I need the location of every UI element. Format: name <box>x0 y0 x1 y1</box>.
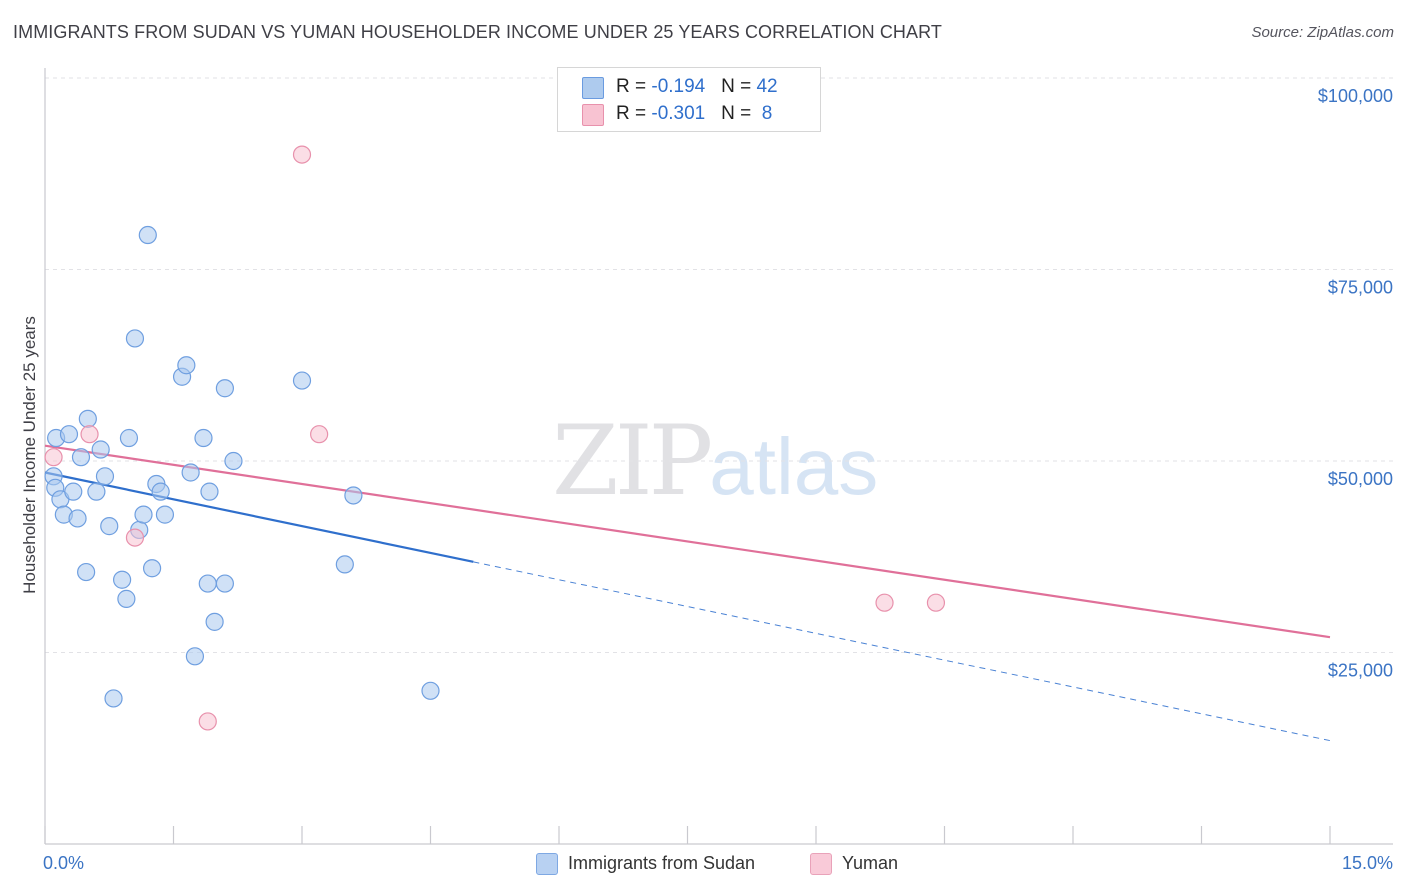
axis-labels: $25,000 $50,000 $75,000 $100,000 0.0% 15.0% Ho… <box>20 86 1393 873</box>
point-yuman <box>80 425 99 444</box>
source-label: Source: ZipAtlas.com <box>1251 24 1394 41</box>
legend-row-sudan: R = -0.194 N = 42 <box>582 73 778 101</box>
point-sudan <box>125 329 145 348</box>
trend-line-sudan-extension <box>473 561 1331 742</box>
bottom-legend-label-sudan: Immigrants from Sudan <box>568 853 756 873</box>
point-sudan <box>138 225 157 245</box>
legend-text-sudan: R = -0.194 N = 42 <box>616 76 778 98</box>
legend-swatch-sudan <box>582 77 604 99</box>
trend-line-yuman <box>44 444 1331 639</box>
data-points <box>44 145 946 731</box>
point-sudan <box>177 356 196 375</box>
bottom-legend-label-yuman: Yuman <box>842 853 899 873</box>
legend-text-yuman: R = -0.301 N = 8 <box>616 103 772 125</box>
legend-r-label: R = <box>616 76 652 97</box>
point-sudan <box>100 517 119 536</box>
y-tick-label: $75,000 <box>1328 278 1393 298</box>
axes <box>44 68 1393 845</box>
grid-lines <box>45 77 1393 653</box>
point-sudan <box>181 463 200 482</box>
point-yuman <box>44 448 63 467</box>
point-sudan <box>185 647 205 666</box>
legend-n-label: N = <box>721 103 757 124</box>
y-axis-label: Householder Income Under 25 years <box>20 316 39 594</box>
point-sudan <box>344 486 363 505</box>
point-yuman <box>292 145 312 164</box>
point-sudan <box>117 589 136 608</box>
point-sudan <box>87 482 106 501</box>
bottom-legend-swatch-sudan <box>536 853 558 875</box>
x-tick-label-max: 15.0% <box>1342 853 1393 873</box>
legend-n-label: N = <box>721 76 757 97</box>
point-sudan <box>112 570 132 589</box>
point-sudan <box>215 379 234 398</box>
legend-r-value: -0.301 <box>651 103 706 124</box>
trend-line-sudan <box>44 471 474 563</box>
watermark-atlas: atlas <box>709 422 879 511</box>
y-tick-label: $100,000 <box>1318 86 1393 106</box>
point-sudan <box>119 428 139 448</box>
trend-lines <box>44 444 1331 742</box>
point-sudan <box>78 409 97 428</box>
point-sudan <box>155 505 175 524</box>
legend-n-value: 42 <box>756 76 778 97</box>
point-sudan <box>142 559 162 578</box>
legend-row-yuman: R = -0.301 N = 8 <box>582 100 772 128</box>
point-sudan <box>104 689 123 708</box>
watermark: ZIPatlas <box>552 405 878 517</box>
point-yuman <box>926 593 946 612</box>
point-sudan <box>335 555 354 574</box>
point-sudan <box>151 482 170 501</box>
point-sudan <box>77 562 96 582</box>
point-sudan <box>198 574 217 593</box>
correlation-legend: R = -0.194 N = 42 R = -0.301 N = 8 <box>557 67 821 132</box>
point-yuman <box>310 425 329 444</box>
legend-swatch-yuman <box>582 104 604 126</box>
point-sudan <box>64 482 83 501</box>
x-tick-label-min: 0.0% <box>43 853 84 873</box>
point-sudan <box>200 482 219 501</box>
legend-r-label: R = <box>616 103 652 124</box>
bottom-legend-swatch-yuman <box>810 853 832 875</box>
point-yuman <box>875 593 894 612</box>
point-sudan <box>421 681 440 700</box>
point-sudan <box>71 448 91 467</box>
legend-n-value: 8 <box>756 103 773 124</box>
point-sudan <box>224 451 243 471</box>
point-yuman <box>125 528 145 547</box>
chart-title: IMMIGRANTS FROM SUDAN VS YUMAN HOUSEHOLD… <box>13 22 942 42</box>
point-sudan <box>215 574 234 593</box>
point-sudan <box>68 509 87 528</box>
point-sudan <box>194 428 213 448</box>
y-tick-label: $25,000 <box>1328 661 1393 681</box>
point-sudan <box>134 505 153 524</box>
point-yuman <box>198 712 217 731</box>
point-sudan <box>91 440 110 459</box>
point-sudan <box>205 612 224 631</box>
y-tick-label: $50,000 <box>1328 469 1393 489</box>
point-sudan <box>95 467 115 486</box>
legend-r-value: -0.194 <box>651 76 706 97</box>
point-sudan <box>292 371 312 390</box>
point-sudan <box>59 425 79 444</box>
